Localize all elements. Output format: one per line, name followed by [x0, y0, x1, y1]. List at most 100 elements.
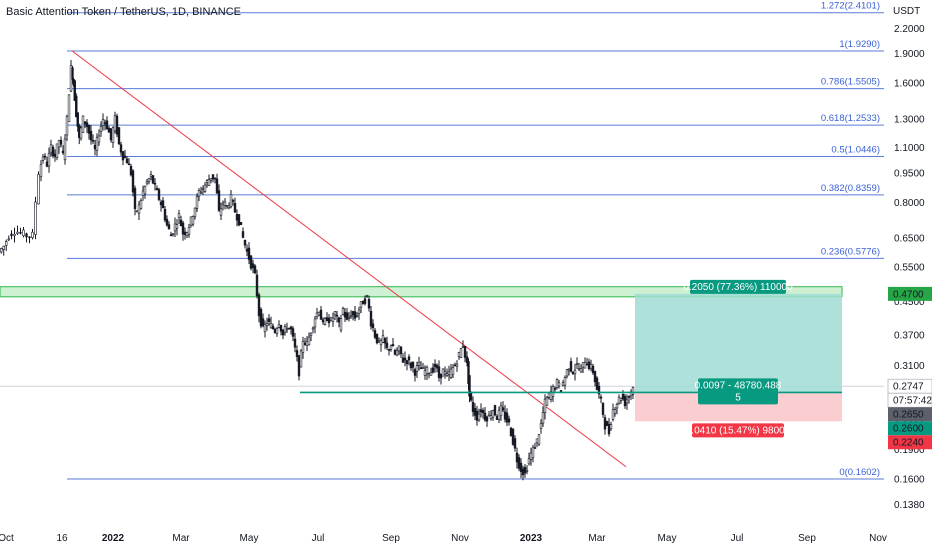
candle-body	[575, 363, 579, 365]
candle-body	[363, 298, 367, 304]
candle-body	[463, 346, 467, 358]
candle-body	[379, 339, 383, 346]
candle-body	[123, 155, 127, 158]
candle-body	[151, 175, 155, 184]
long-position-tool[interactable]	[635, 293, 842, 422]
candle-body	[491, 410, 495, 418]
candle-body	[161, 200, 165, 209]
candle-body	[16, 231, 19, 234]
price-badge-label: 0.2650	[893, 410, 924, 421]
candle-body	[55, 143, 59, 158]
candle-body	[541, 412, 545, 424]
candle-body	[103, 122, 107, 125]
x-tick-label: 2023	[520, 533, 543, 544]
candle-body	[61, 150, 65, 154]
candle-body	[189, 216, 193, 226]
candle-body	[473, 408, 477, 416]
candle-body	[621, 394, 625, 400]
candle-body	[369, 310, 373, 327]
candle-body	[515, 452, 519, 463]
candle-body	[201, 188, 205, 190]
profit-area	[635, 293, 842, 393]
candle-body	[627, 396, 631, 398]
y-tick-label: 0.9500	[894, 168, 925, 179]
candle-body	[125, 158, 129, 164]
candle-body	[603, 417, 607, 430]
x-tick-label: May	[240, 533, 259, 544]
candle-body	[521, 468, 525, 476]
x-tick-label: Oct	[0, 533, 14, 544]
trendline[interactable]	[71, 50, 627, 468]
candle-body	[429, 372, 433, 376]
candle-body	[349, 315, 353, 318]
candle-body	[439, 373, 443, 379]
fib-label: 1.272(2.4101)	[821, 1, 880, 12]
candle-body	[545, 397, 549, 406]
candle-body	[81, 115, 85, 133]
target-label: 0.2050 (77.36%) 110000	[683, 282, 793, 293]
candle-body	[355, 314, 359, 317]
candle-body	[75, 95, 78, 117]
candle-body	[343, 311, 347, 318]
candle-body	[159, 201, 163, 206]
candle-body	[457, 351, 461, 357]
candle-body	[163, 208, 167, 221]
candle-body	[427, 373, 431, 376]
candle-body	[631, 387, 635, 395]
candle-body	[365, 295, 369, 297]
candle-body	[111, 127, 115, 144]
candle-body	[335, 314, 339, 317]
candle-body	[141, 190, 145, 197]
candle-body	[28, 236, 31, 239]
resistance-zone	[0, 286, 843, 298]
candle-body	[243, 239, 247, 246]
y-tick-label: 2.2000	[894, 24, 925, 35]
candle-body	[207, 179, 211, 186]
candle-body	[483, 412, 487, 421]
time-axis[interactable]: Oct 16 2022 Mar May Jul Sep Nov 2023 Mar May Jul Sep…	[0, 533, 887, 544]
candle-body	[609, 424, 613, 430]
candle-body	[623, 396, 627, 407]
candle-body	[175, 224, 179, 229]
candle-body	[551, 386, 555, 397]
y-tick-label: 0.6500	[894, 234, 925, 245]
candle-body	[273, 329, 277, 333]
price-axis[interactable]: 2.2000 1.9000 1.6000 1.3000 1.1000 0.9500 0.80…	[887, 24, 932, 511]
candle-body	[509, 427, 513, 437]
candle-body	[153, 182, 157, 185]
candle-body	[145, 180, 149, 184]
price-badge-label: 07:57:42	[893, 396, 932, 407]
candle-body	[95, 137, 99, 151]
candle-body	[323, 318, 327, 325]
candle-body	[225, 205, 229, 207]
candle-body	[565, 369, 569, 377]
candle-body	[135, 210, 139, 213]
candle-body	[37, 174, 40, 205]
candle-body	[539, 422, 543, 429]
candle-body	[425, 366, 429, 375]
y-tick-label: 0.8000	[894, 198, 925, 209]
x-tick-label: Nov	[451, 533, 469, 544]
candle-body	[63, 138, 67, 161]
candle-body	[87, 125, 91, 134]
candle-body	[129, 165, 133, 176]
candle-body	[415, 365, 419, 372]
candle-body	[291, 328, 295, 337]
candle-body	[169, 234, 173, 237]
candle-body	[257, 294, 261, 317]
candle-body	[211, 174, 215, 180]
candle-body	[299, 350, 303, 368]
candle-body	[337, 317, 341, 323]
position-labels: 0.2050 (77.36%) 110000 0.0097 - 48780.488…	[683, 279, 793, 438]
candle-body	[99, 126, 103, 132]
candle-body	[543, 398, 547, 413]
candle-body	[563, 377, 567, 386]
candle-body	[433, 363, 437, 367]
candle-body	[449, 368, 453, 378]
candle-body	[155, 188, 159, 191]
candle-body	[91, 140, 95, 142]
candle-body	[311, 327, 315, 330]
candle-body	[171, 233, 175, 236]
candle-body	[223, 201, 227, 206]
